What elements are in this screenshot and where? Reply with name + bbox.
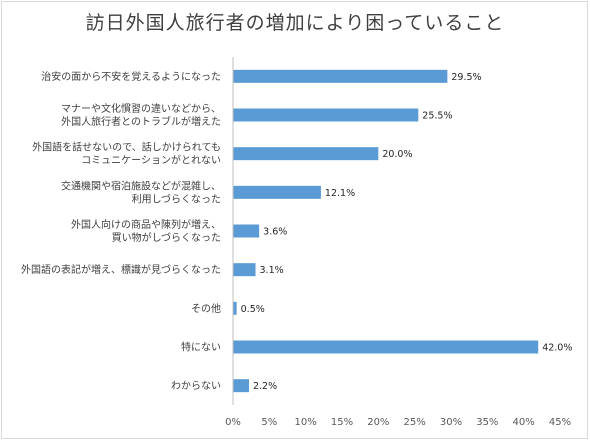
category-label-1-1: 外国人旅行者とのトラブルが増えた [61,115,221,128]
data-label-5: 3.1% [260,265,284,276]
data-label-1: 25.5% [422,111,452,122]
data-label-2: 20.0% [382,149,412,160]
x-tick-label-7: 35% [476,417,498,428]
x-tick-label-9: 45% [549,417,571,428]
x-tick-label-2: 10% [295,417,317,428]
category-label-5-0: 外国語の表記が増え、標識が見づらくなった [21,263,221,276]
data-label-8: 2.2% [253,381,277,392]
category-label-7-0: 特にない [181,342,221,354]
data-label-4: 3.6% [263,227,287,238]
data-label-0: 29.5% [451,72,481,83]
data-label-3: 12.1% [325,188,355,199]
bar-1 [233,108,419,122]
bar-3 [233,185,321,199]
data-label-7: 42.0% [542,343,572,354]
category-label-8-0: わからない [171,380,221,392]
bar-7 [233,340,539,354]
bar-8 [233,379,249,393]
x-tick-label-5: 25% [404,417,426,428]
category-label-2-1: コミュニケーションがとれない [81,154,221,167]
data-label-6: 0.5% [241,304,265,315]
category-label-1-0: マナーや文化慣習の違いなどから、 [61,102,221,115]
x-tick-label-6: 30% [440,417,462,428]
x-tick-label-4: 20% [367,417,389,428]
bar-5 [233,263,256,277]
category-label-0-0: 治安の面から不安を覚えるようになった [41,70,221,83]
chart-title: 訪日外国人旅行者の増加により困っていること [85,12,505,34]
category-label-3-0: 交通機関や宿泊施設などが混雑し、 [61,179,221,192]
bar-2 [233,147,379,161]
category-label-2-0: 外国語を話せないので、話しかけられても [32,141,221,154]
bar-6 [233,301,237,315]
bar-0 [233,69,448,83]
category-label-6-0: その他 [191,302,221,315]
x-tick-label-3: 15% [331,417,353,428]
x-tick-label-0: 0% [225,417,241,428]
x-tick-label-8: 40% [513,417,535,428]
category-label-4-0: 外国人向けの商品や陳列が増え、 [71,218,221,231]
category-label-4-1: 買い物がしづらくなった [112,231,221,244]
x-tick-label-1: 5% [261,417,277,428]
bar-4 [233,224,260,238]
category-label-3-1: 利用しづらくなった [132,193,221,205]
